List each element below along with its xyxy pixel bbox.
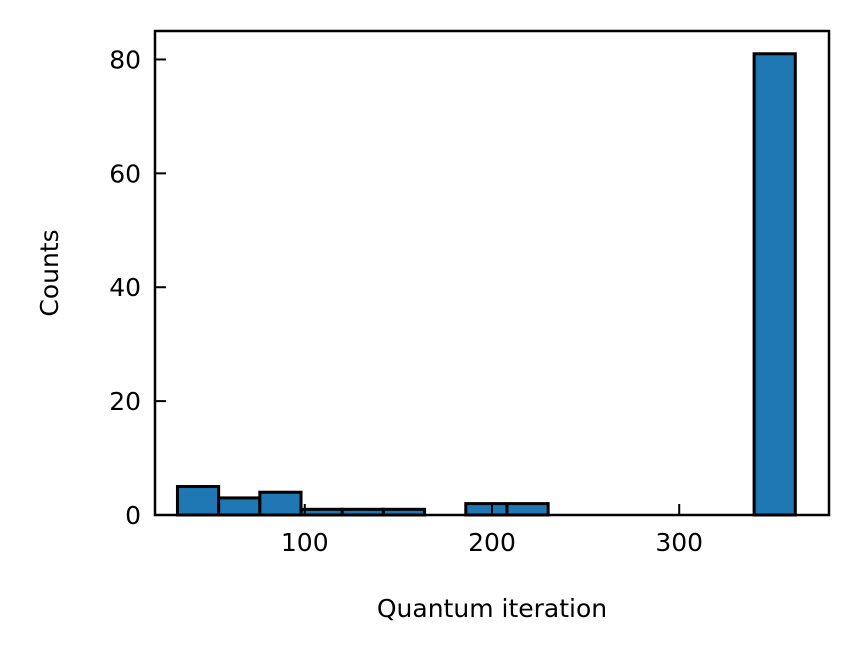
histogram-bar-2 [258,490,303,517]
y-tick-label-3: 60 [109,159,141,188]
y-tick-label-0: 0 [125,501,141,530]
ticks-group: 100 200 300 0 20 40 60 80 [109,45,703,557]
y-axis-label: Counts [35,229,64,316]
x-tick-label-2: 300 [655,528,703,557]
y-tick-label-1: 20 [109,387,141,416]
y-tick-label-2: 40 [109,273,141,302]
histogram-bar-1 [217,496,262,517]
histogram-bar-7 [464,502,509,517]
x-axis-label: Quantum iteration [377,594,607,623]
y-tick-label-4: 80 [109,45,141,74]
histogram-bar-0 [175,485,221,517]
x-tick-label-0: 100 [281,528,329,557]
x-tick-label-1: 200 [468,528,516,557]
plot-frame [153,29,831,517]
histogram-bar-8 [505,502,550,517]
histogram-bar-14 [752,52,797,517]
bars-group [175,52,797,517]
